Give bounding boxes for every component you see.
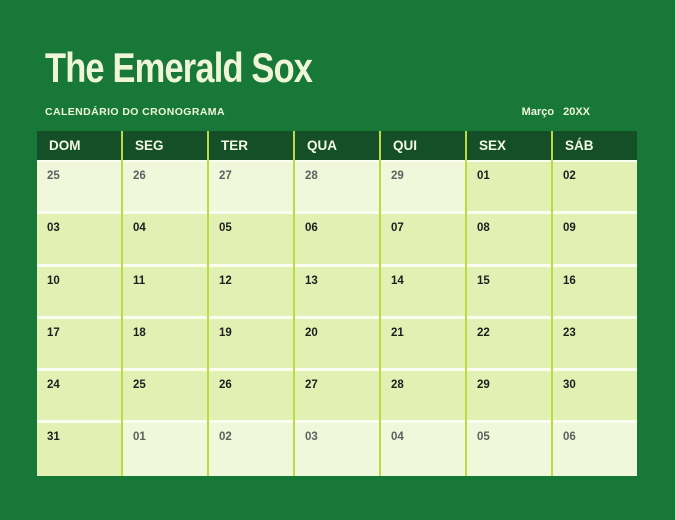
calendar-day-cell[interactable]: 31 [37,423,121,476]
page-title: The Emerald Sox [45,44,313,91]
calendar-day-cell[interactable]: 01 [467,162,551,215]
day-number: 22 [477,326,490,339]
day-number: 12 [219,274,232,287]
day-number: 28 [305,170,318,182]
day-number: 19 [219,326,232,339]
calendar-day-cell[interactable]: 03 [37,214,121,267]
calendar-day-cell[interactable]: 18 [123,318,207,372]
day-number: 04 [391,431,404,444]
calendar-day-cell[interactable]: 08 [467,214,551,267]
day-number: 08 [477,222,490,235]
day-number: 26 [219,379,232,392]
calendar-day-cell[interactable]: 26 [123,162,207,215]
day-number: 03 [305,431,318,444]
day-number: 31 [47,431,60,444]
day-number: 17 [47,326,60,339]
calendar-day-cell[interactable]: 05 [209,214,293,267]
calendar-day-cell[interactable]: 09 [553,214,637,267]
day-header-ter: TER [209,131,293,162]
day-number: 29 [391,170,404,182]
day-number: 23 [563,326,576,339]
day-number: 06 [563,431,576,444]
calendar-day-cell[interactable]: 06 [553,423,637,476]
calendar-subtitle: CALENDÁRIO DO CRONOGRAMA [45,106,225,118]
day-number: 05 [477,431,490,444]
day-number: 01 [133,431,146,444]
calendar-day-cell[interactable]: 28 [295,162,379,215]
day-number: 06 [305,222,318,235]
calendar-day-cell[interactable]: 29 [381,162,465,215]
day-number: 24 [47,379,60,392]
day-header-sab: SÁB [553,131,637,162]
day-number: 03 [47,222,60,235]
calendar-day-cell[interactable]: 15 [467,266,551,319]
day-number: 07 [391,222,404,235]
calendar-day-cell[interactable]: 02 [209,423,293,476]
calendar-day-cell[interactable]: 27 [295,371,379,424]
day-number: 20 [305,326,318,339]
year-label: 20XX [563,106,590,118]
day-number: 21 [391,326,404,339]
day-number: 29 [477,379,490,392]
calendar-day-cell[interactable]: 24 [37,371,121,424]
calendar-day-cell[interactable]: 29 [467,371,551,424]
calendar-day-cell[interactable]: 23 [553,318,637,372]
day-header-seg: SEG [123,131,207,162]
day-number: 02 [563,170,576,182]
calendar-day-cell[interactable]: 25 [123,371,207,424]
day-number: 28 [391,379,404,392]
calendar-day-cell[interactable]: 02 [553,162,637,215]
calendar-day-cell[interactable]: 25 [37,162,121,215]
calendar-day-cell[interactable]: 26 [209,371,293,424]
day-number: 16 [563,274,576,287]
month-year-label: Março 20XX [522,106,590,118]
calendar-day-cell[interactable]: 03 [295,423,379,476]
calendar-day-cell[interactable]: 16 [553,266,637,319]
day-number: 13 [305,274,318,287]
calendar-day-cell[interactable]: 28 [381,371,465,424]
day-number: 11 [133,274,146,287]
day-number: 09 [563,222,576,235]
day-number: 18 [133,326,146,339]
calendar-day-cell[interactable]: 17 [37,318,121,372]
calendar-table: DOM SEG TER QUA QUI SEX SÁB 25 26 27 28 29 01… [37,131,637,476]
calendar-day-cell[interactable]: 19 [209,318,293,372]
calendar-day-cell[interactable]: 21 [381,318,465,372]
calendar-day-cell[interactable]: 04 [123,214,207,267]
day-header-qui: QUI [381,131,465,162]
calendar-day-cell[interactable]: 01 [123,423,207,476]
calendar-day-cell[interactable]: 07 [381,214,465,267]
day-header-sex: SEX [467,131,551,162]
calendar-day-cell[interactable]: 10 [37,266,121,319]
day-number: 01 [477,170,490,182]
day-number: 02 [219,431,232,444]
day-number: 27 [219,170,232,182]
day-number: 25 [133,379,146,392]
day-number: 26 [133,170,146,182]
calendar-day-cell[interactable]: 22 [467,318,551,372]
calendar-day-cell[interactable]: 20 [295,318,379,372]
day-number: 05 [219,222,232,235]
calendar-day-cell[interactable]: 06 [295,214,379,267]
day-number: 25 [47,170,60,182]
calendar-day-cell[interactable]: 04 [381,423,465,476]
calendar-day-cell[interactable]: 30 [553,371,637,424]
day-header-dom: DOM [37,131,121,162]
day-header-qua: QUA [295,131,379,162]
day-number: 30 [563,379,576,392]
calendar-day-cell[interactable]: 27 [209,162,293,215]
calendar-day-cell[interactable]: 11 [123,266,207,319]
calendar-day-cell[interactable]: 14 [381,266,465,319]
day-number: 15 [477,274,490,287]
day-number: 14 [391,274,404,287]
calendar-day-cell[interactable]: 12 [209,266,293,319]
day-number: 10 [47,274,60,287]
day-number: 04 [133,222,146,235]
month-label: Março [521,106,555,118]
calendar-day-cell[interactable]: 13 [295,266,379,319]
day-number: 27 [305,379,318,392]
calendar-day-cell[interactable]: 05 [467,423,551,476]
